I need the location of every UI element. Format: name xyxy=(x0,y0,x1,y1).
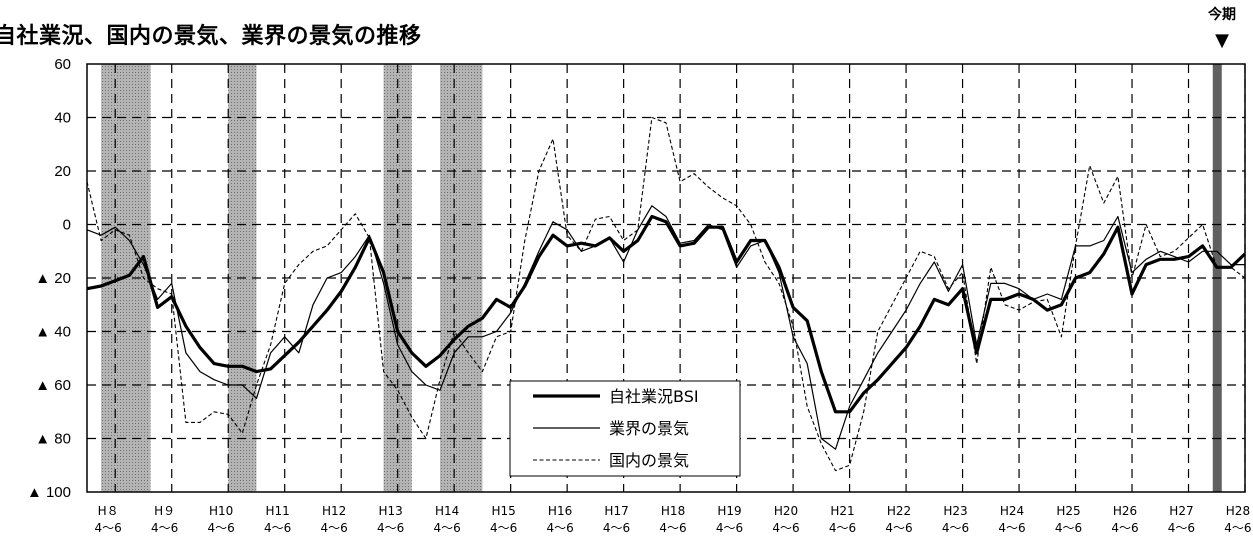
x-tick-label: H11 xyxy=(265,504,289,518)
x-tick-label: H９ xyxy=(154,504,175,518)
y-tick-label: ▲ 100 xyxy=(27,484,71,501)
x-tick-sublabel: 4～6 xyxy=(1055,521,1082,535)
x-tick-label: H25 xyxy=(1056,504,1080,518)
series-line-2 xyxy=(86,205,1245,450)
x-tick-sublabel: 4～6 xyxy=(1168,521,1195,535)
x-tick-sublabel: 4～6 xyxy=(433,521,460,535)
x-tick-sublabel: 4～6 xyxy=(942,521,969,535)
x-tick-sublabel: 4～6 xyxy=(603,521,630,535)
y-tick-label: ▲ 80 xyxy=(35,431,71,448)
x-tick-sublabel: 4～6 xyxy=(151,521,178,535)
x-tick-label: H18 xyxy=(661,504,685,518)
x-tick-sublabel: 4～6 xyxy=(95,521,122,535)
y-tick-label: 60 xyxy=(54,56,71,73)
series-lines xyxy=(86,116,1247,472)
x-tick-label: H17 xyxy=(604,504,628,518)
y-axis-ticks: 60 40 20 0 ▲ 20 ▲ 40 ▲ 60 ▲ 80 ▲ 100 xyxy=(27,56,71,501)
legend-label-1: 自社業況BSI xyxy=(609,387,699,406)
x-tick-sublabel: 4～6 xyxy=(659,521,686,535)
series-line-1 xyxy=(86,214,1247,414)
x-tick-label: H19 xyxy=(717,504,741,518)
current-period-label: 今期 xyxy=(1208,7,1236,23)
x-tick-label: H13 xyxy=(378,504,402,518)
series-line-3 xyxy=(86,116,1246,472)
x-tick-label: H15 xyxy=(491,504,515,518)
x-tick-sublabel: 4～6 xyxy=(546,521,573,535)
current-period-marker: ▼ xyxy=(1215,30,1229,51)
chart-title: 自社業況、国内の景気、業界の景気の推移 xyxy=(0,24,422,49)
x-tick-label: H23 xyxy=(943,504,967,518)
y-tick-label: ▲ 20 xyxy=(35,270,71,287)
x-tick-sublabel: 4～6 xyxy=(772,521,799,535)
x-tick-sublabel: 4～6 xyxy=(716,521,743,535)
x-tick-label: H22 xyxy=(887,504,911,518)
x-tick-label: H21 xyxy=(830,504,854,518)
x-tick-sublabel: 4～6 xyxy=(1224,521,1251,535)
x-tick-label: H12 xyxy=(322,504,346,518)
x-tick-sublabel: 4～6 xyxy=(1111,521,1138,535)
x-axis-ticks: H８ 4～6 H９ 4～6 H10 4～6 H11 4～6 H12 4～6 H13 4～6 H14 4～6… xyxy=(95,504,1252,535)
x-tick-sublabel: 4～6 xyxy=(208,521,235,535)
y-tick-label: ▲ 40 xyxy=(35,324,71,341)
x-tick-label: H27 xyxy=(1169,504,1193,518)
x-tick-sublabel: 4～6 xyxy=(829,521,856,535)
x-tick-label: H28 xyxy=(1226,504,1250,518)
x-tick-sublabel: 4～6 xyxy=(320,521,347,535)
y-tick-label: 40 xyxy=(54,110,71,127)
x-tick-label: H26 xyxy=(1113,504,1137,518)
x-tick-label: H16 xyxy=(548,504,572,518)
recession-band-4 xyxy=(440,64,483,492)
x-tick-sublabel: 4～6 xyxy=(998,521,1025,535)
x-tick-label: H14 xyxy=(435,504,459,518)
legend-label-3: 国内の景気 xyxy=(609,451,689,470)
x-tick-sublabel: 4～6 xyxy=(885,521,912,535)
x-tick-sublabel: 4～6 xyxy=(264,521,291,535)
x-tick-label: H24 xyxy=(1000,504,1024,518)
x-tick-label: H10 xyxy=(209,504,233,518)
x-tick-sublabel: 4～6 xyxy=(490,521,517,535)
y-tick-label: 0 xyxy=(63,217,71,234)
x-tick-label: H20 xyxy=(774,504,798,518)
y-tick-label: 20 xyxy=(54,163,71,180)
y-tick-label: ▲ 60 xyxy=(35,377,71,394)
x-tick-sublabel: 4～6 xyxy=(377,521,404,535)
x-tick-label: H８ xyxy=(98,504,119,518)
legend-label-2: 業界の景気 xyxy=(609,419,689,438)
